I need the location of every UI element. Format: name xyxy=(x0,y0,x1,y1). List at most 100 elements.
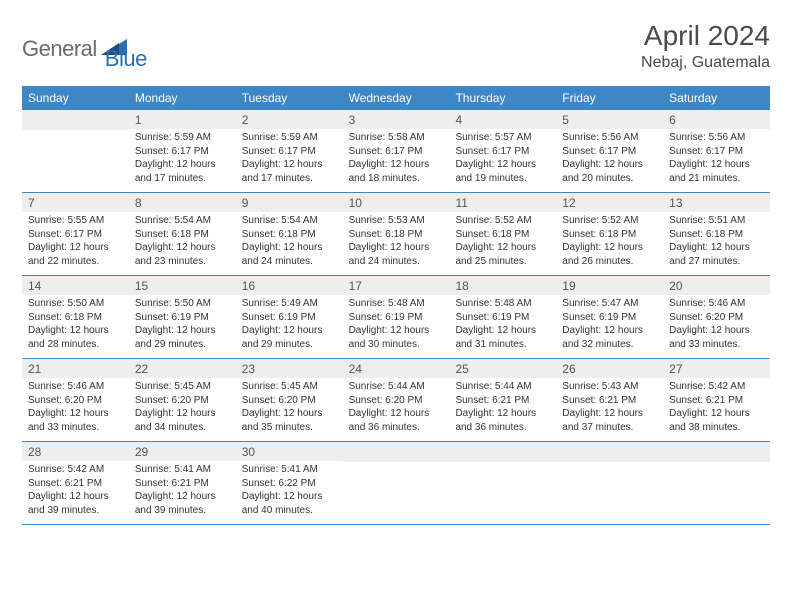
daylight-text: Daylight: 12 hours and 17 minutes. xyxy=(242,158,337,185)
sunrise-text: Sunrise: 5:46 AM xyxy=(669,297,764,311)
day-number: 19 xyxy=(556,276,663,295)
day-number: 1 xyxy=(129,110,236,129)
daylight-text: Daylight: 12 hours and 40 minutes. xyxy=(242,490,337,517)
day-details: Sunrise: 5:59 AMSunset: 6:17 PMDaylight:… xyxy=(236,129,343,189)
day-details: Sunrise: 5:59 AMSunset: 6:17 PMDaylight:… xyxy=(129,129,236,189)
daylight-text: Daylight: 12 hours and 29 minutes. xyxy=(242,324,337,351)
day-details: Sunrise: 5:52 AMSunset: 6:18 PMDaylight:… xyxy=(556,212,663,272)
day-cell: 5Sunrise: 5:56 AMSunset: 6:17 PMDaylight… xyxy=(556,110,663,192)
sunset-text: Sunset: 6:18 PM xyxy=(349,228,444,242)
daylight-text: Daylight: 12 hours and 32 minutes. xyxy=(562,324,657,351)
sunrise-text: Sunrise: 5:45 AM xyxy=(135,380,230,394)
day-number: 18 xyxy=(449,276,556,295)
daylight-text: Daylight: 12 hours and 18 minutes. xyxy=(349,158,444,185)
day-details: Sunrise: 5:46 AMSunset: 6:20 PMDaylight:… xyxy=(22,378,129,438)
sunrise-text: Sunrise: 5:52 AM xyxy=(455,214,550,228)
day-number: 5 xyxy=(556,110,663,129)
day-details: Sunrise: 5:43 AMSunset: 6:21 PMDaylight:… xyxy=(556,378,663,438)
daylight-text: Daylight: 12 hours and 36 minutes. xyxy=(455,407,550,434)
day-cell xyxy=(22,110,129,192)
weekday-header: Thursday xyxy=(449,86,556,110)
day-number: 11 xyxy=(449,193,556,212)
day-number: 4 xyxy=(449,110,556,129)
weekday-header: Wednesday xyxy=(343,86,450,110)
sunrise-text: Sunrise: 5:41 AM xyxy=(242,463,337,477)
empty-day-bar xyxy=(343,442,450,462)
day-cell: 10Sunrise: 5:53 AMSunset: 6:18 PMDayligh… xyxy=(343,193,450,275)
calendar-grid: SundayMondayTuesdayWednesdayThursdayFrid… xyxy=(22,86,770,525)
day-number: 14 xyxy=(22,276,129,295)
sunset-text: Sunset: 6:20 PM xyxy=(135,394,230,408)
sunrise-text: Sunrise: 5:46 AM xyxy=(28,380,123,394)
sunrise-text: Sunrise: 5:59 AM xyxy=(135,131,230,145)
day-cell: 19Sunrise: 5:47 AMSunset: 6:19 PMDayligh… xyxy=(556,276,663,358)
daylight-text: Daylight: 12 hours and 39 minutes. xyxy=(135,490,230,517)
day-cell xyxy=(556,442,663,524)
day-cell: 18Sunrise: 5:48 AMSunset: 6:19 PMDayligh… xyxy=(449,276,556,358)
day-cell: 21Sunrise: 5:46 AMSunset: 6:20 PMDayligh… xyxy=(22,359,129,441)
day-number: 30 xyxy=(236,442,343,461)
empty-day-bar xyxy=(449,442,556,462)
sunset-text: Sunset: 6:19 PM xyxy=(135,311,230,325)
daylight-text: Daylight: 12 hours and 33 minutes. xyxy=(28,407,123,434)
day-cell: 28Sunrise: 5:42 AMSunset: 6:21 PMDayligh… xyxy=(22,442,129,524)
sunrise-text: Sunrise: 5:42 AM xyxy=(669,380,764,394)
day-number: 22 xyxy=(129,359,236,378)
day-details: Sunrise: 5:50 AMSunset: 6:18 PMDaylight:… xyxy=(22,295,129,355)
sunset-text: Sunset: 6:18 PM xyxy=(562,228,657,242)
day-details: Sunrise: 5:53 AMSunset: 6:18 PMDaylight:… xyxy=(343,212,450,272)
day-cell: 14Sunrise: 5:50 AMSunset: 6:18 PMDayligh… xyxy=(22,276,129,358)
day-cell: 13Sunrise: 5:51 AMSunset: 6:18 PMDayligh… xyxy=(663,193,770,275)
brand-logo: General Blue xyxy=(22,26,147,72)
day-details: Sunrise: 5:48 AMSunset: 6:19 PMDaylight:… xyxy=(343,295,450,355)
day-details: Sunrise: 5:41 AMSunset: 6:22 PMDaylight:… xyxy=(236,461,343,521)
empty-day-bar xyxy=(556,442,663,462)
empty-day-bar xyxy=(22,110,129,130)
sunrise-text: Sunrise: 5:54 AM xyxy=(242,214,337,228)
sunset-text: Sunset: 6:21 PM xyxy=(135,477,230,491)
day-details: Sunrise: 5:54 AMSunset: 6:18 PMDaylight:… xyxy=(236,212,343,272)
day-details: Sunrise: 5:56 AMSunset: 6:17 PMDaylight:… xyxy=(556,129,663,189)
daylight-text: Daylight: 12 hours and 38 minutes. xyxy=(669,407,764,434)
weekday-header: Tuesday xyxy=(236,86,343,110)
daylight-text: Daylight: 12 hours and 36 minutes. xyxy=(349,407,444,434)
week-row: 14Sunrise: 5:50 AMSunset: 6:18 PMDayligh… xyxy=(22,276,770,359)
day-details: Sunrise: 5:42 AMSunset: 6:21 PMDaylight:… xyxy=(663,378,770,438)
day-cell: 1Sunrise: 5:59 AMSunset: 6:17 PMDaylight… xyxy=(129,110,236,192)
sunset-text: Sunset: 6:18 PM xyxy=(669,228,764,242)
daylight-text: Daylight: 12 hours and 35 minutes. xyxy=(242,407,337,434)
sunrise-text: Sunrise: 5:53 AM xyxy=(349,214,444,228)
day-number: 3 xyxy=(343,110,450,129)
day-cell xyxy=(449,442,556,524)
day-cell: 16Sunrise: 5:49 AMSunset: 6:19 PMDayligh… xyxy=(236,276,343,358)
location-label: Nebaj, Guatemala xyxy=(641,54,770,72)
brand-word-blue: Blue xyxy=(105,46,147,72)
sunset-text: Sunset: 6:17 PM xyxy=(562,145,657,159)
day-cell: 12Sunrise: 5:52 AMSunset: 6:18 PMDayligh… xyxy=(556,193,663,275)
sunrise-text: Sunrise: 5:48 AM xyxy=(455,297,550,311)
day-number: 7 xyxy=(22,193,129,212)
sunset-text: Sunset: 6:17 PM xyxy=(455,145,550,159)
daylight-text: Daylight: 12 hours and 21 minutes. xyxy=(669,158,764,185)
day-details: Sunrise: 5:51 AMSunset: 6:18 PMDaylight:… xyxy=(663,212,770,272)
day-number: 10 xyxy=(343,193,450,212)
sunrise-text: Sunrise: 5:58 AM xyxy=(349,131,444,145)
daylight-text: Daylight: 12 hours and 37 minutes. xyxy=(562,407,657,434)
sunrise-text: Sunrise: 5:45 AM xyxy=(242,380,337,394)
day-number: 12 xyxy=(556,193,663,212)
day-cell: 15Sunrise: 5:50 AMSunset: 6:19 PMDayligh… xyxy=(129,276,236,358)
day-cell: 2Sunrise: 5:59 AMSunset: 6:17 PMDaylight… xyxy=(236,110,343,192)
week-row: 1Sunrise: 5:59 AMSunset: 6:17 PMDaylight… xyxy=(22,110,770,193)
day-number: 9 xyxy=(236,193,343,212)
sunset-text: Sunset: 6:17 PM xyxy=(242,145,337,159)
day-number: 20 xyxy=(663,276,770,295)
day-number: 17 xyxy=(343,276,450,295)
day-cell: 11Sunrise: 5:52 AMSunset: 6:18 PMDayligh… xyxy=(449,193,556,275)
month-title: April 2024 xyxy=(641,20,770,52)
sunset-text: Sunset: 6:20 PM xyxy=(28,394,123,408)
sunrise-text: Sunrise: 5:52 AM xyxy=(562,214,657,228)
day-details: Sunrise: 5:55 AMSunset: 6:17 PMDaylight:… xyxy=(22,212,129,272)
title-block: April 2024 Nebaj, Guatemala xyxy=(641,20,770,72)
day-cell xyxy=(343,442,450,524)
weekday-header: Saturday xyxy=(663,86,770,110)
